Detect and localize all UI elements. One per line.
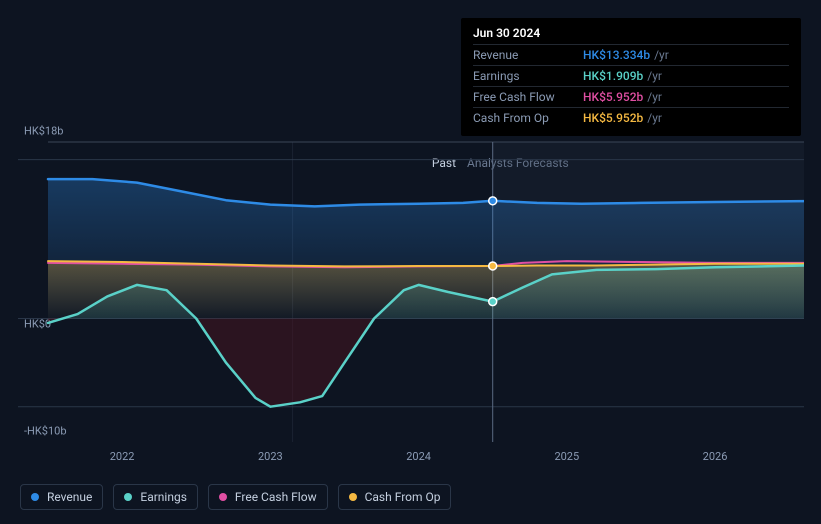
tooltip-row: Cash From OpHK$5.952b/yr <box>473 107 789 128</box>
tooltip-row-label: Free Cash Flow <box>473 90 583 104</box>
legend-dot-icon <box>349 493 357 501</box>
chart-area[interactable] <box>18 130 804 442</box>
tooltip-row-label: Cash From Op <box>473 111 583 125</box>
tooltip-row-value: HK$1.909b <box>583 69 643 83</box>
x-tick-label: 2024 <box>406 450 431 463</box>
legend-item-fcf[interactable]: Free Cash Flow <box>208 484 328 510</box>
x-tick-label: 2023 <box>258 450 283 463</box>
tooltip-row-unit: /yr <box>647 90 662 104</box>
tooltip-row-unit: /yr <box>647 69 662 83</box>
tooltip-row-value: HK$5.952b <box>583 90 643 104</box>
tooltip-row-value: HK$13.334b <box>583 48 650 62</box>
legend-item-cfo[interactable]: Cash From Op <box>338 484 452 510</box>
x-tick-label: 2025 <box>554 450 579 463</box>
tooltip-row-unit: /yr <box>647 111 662 125</box>
tooltip-row-label: Earnings <box>473 69 583 83</box>
tooltip-row-label: Revenue <box>473 48 583 62</box>
x-tick-label: 2022 <box>110 450 135 463</box>
legend-item-earnings[interactable]: Earnings <box>113 484 198 510</box>
tooltip-date: Jun 30 2024 <box>473 26 789 44</box>
legend-label: Revenue <box>47 490 92 504</box>
legend-label: Earnings <box>140 490 187 504</box>
legend-dot-icon <box>219 493 227 501</box>
tooltip-row: RevenueHK$13.334b/yr <box>473 44 789 65</box>
tooltip: Jun 30 2024 RevenueHK$13.334b/yrEarnings… <box>461 18 801 136</box>
legend-dot-icon <box>31 493 39 501</box>
tooltip-row-value: HK$5.952b <box>583 111 643 125</box>
tooltip-row: EarningsHK$1.909b/yr <box>473 65 789 86</box>
legend-dot-icon <box>124 493 132 501</box>
legend-label: Free Cash Flow <box>235 490 317 504</box>
tooltip-row-unit: /yr <box>654 48 669 62</box>
legend: Revenue Earnings Free Cash Flow Cash From O… <box>20 484 451 510</box>
legend-label: Cash From Op <box>365 490 441 504</box>
chart-svg <box>18 130 804 442</box>
x-tick-label: 2026 <box>703 450 728 463</box>
tooltip-row: Free Cash FlowHK$5.952b/yr <box>473 86 789 107</box>
legend-item-revenue[interactable]: Revenue <box>20 484 103 510</box>
